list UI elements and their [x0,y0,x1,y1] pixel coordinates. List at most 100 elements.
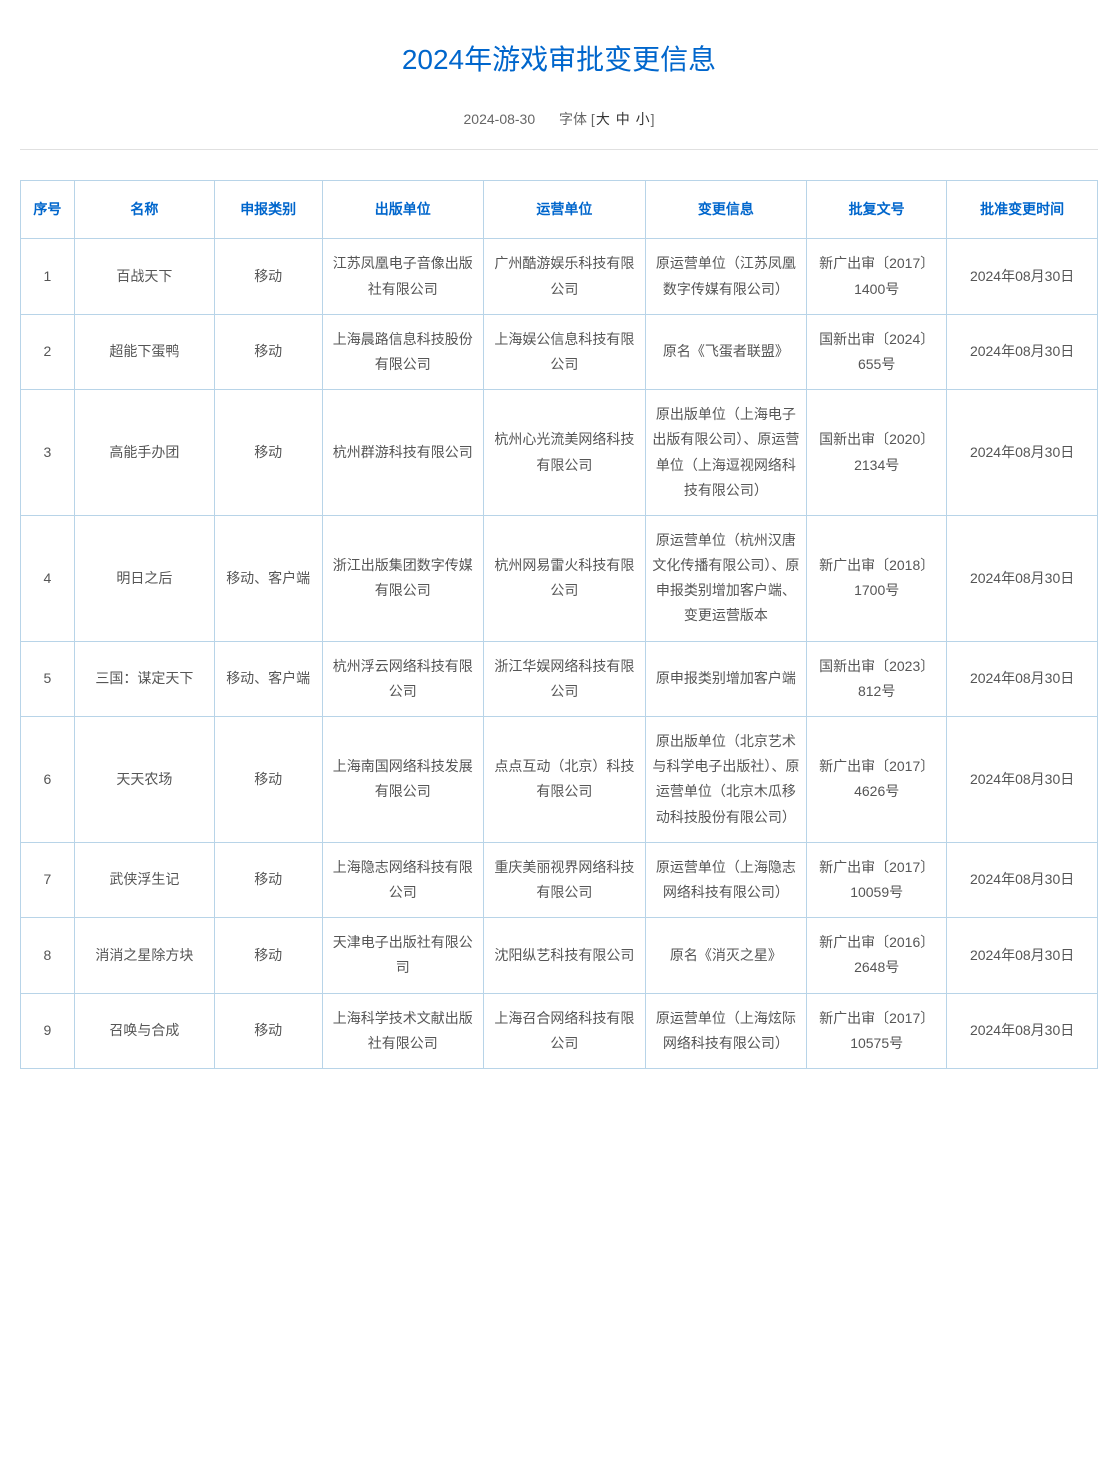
cell-date: 2024年08月30日 [947,515,1098,641]
cell-seq: 1 [21,239,75,314]
page-title: 2024年游戏审批变更信息 [20,20,1098,109]
col-header-seq: 序号 [21,181,75,239]
cell-doc: 新广出审〔2016〕2648号 [807,918,947,993]
cell-operator: 上海娱公信息科技有限公司 [484,314,646,389]
cell-publisher: 杭州群游科技有限公司 [322,390,484,516]
col-header-publisher: 出版单位 [322,181,484,239]
cell-date: 2024年08月30日 [947,314,1098,389]
cell-type: 移动 [214,717,322,843]
cell-change: 原运营单位（上海炫际网络科技有限公司） [645,993,807,1068]
cell-publisher: 杭州浮云网络科技有限公司 [322,641,484,716]
cell-date: 2024年08月30日 [947,717,1098,843]
cell-seq: 8 [21,918,75,993]
cell-doc: 新广出审〔2017〕4626号 [807,717,947,843]
table-row: 7武侠浮生记移动上海隐志网络科技有限公司重庆美丽视界网络科技有限公司原运营单位（… [21,842,1098,917]
cell-doc: 国新出审〔2023〕812号 [807,641,947,716]
cell-change: 原名《消灭之星》 [645,918,807,993]
cell-type: 移动、客户端 [214,515,322,641]
cell-change: 原出版单位（北京艺术与科学电子出版社）、原运营单位（北京木瓜移动科技股份有限公司… [645,717,807,843]
cell-name: 召唤与合成 [74,993,214,1068]
cell-change: 原出版单位（上海电子出版有限公司）、原运营单位（上海逗视网络科技有限公司） [645,390,807,516]
cell-date: 2024年08月30日 [947,842,1098,917]
cell-type: 移动、客户端 [214,641,322,716]
cell-operator: 点点互动（北京）科技有限公司 [484,717,646,843]
cell-date: 2024年08月30日 [947,993,1098,1068]
cell-name: 高能手办团 [74,390,214,516]
cell-operator: 浙江华娱网络科技有限公司 [484,641,646,716]
font-size-label: 字体 [559,111,587,127]
font-bracket-close: ] [651,111,655,127]
col-header-change: 变更信息 [645,181,807,239]
col-header-name: 名称 [74,181,214,239]
cell-publisher: 上海晨路信息科技股份有限公司 [322,314,484,389]
table-row: 1百战天下移动江苏凤凰电子音像出版社有限公司广州酷游娱乐科技有限公司原运营单位（… [21,239,1098,314]
table-row: 4明日之后移动、客户端浙江出版集团数字传媒有限公司杭州网易雷火科技有限公司原运营… [21,515,1098,641]
cell-date: 2024年08月30日 [947,641,1098,716]
table-row: 9召唤与合成移动上海科学技术文献出版社有限公司上海召合网络科技有限公司原运营单位… [21,993,1098,1068]
table-row: 5三国：谋定天下移动、客户端杭州浮云网络科技有限公司浙江华娱网络科技有限公司原申… [21,641,1098,716]
col-header-doc: 批复文号 [807,181,947,239]
cell-publisher: 上海隐志网络科技有限公司 [322,842,484,917]
cell-type: 移动 [214,918,322,993]
cell-change: 原申报类别增加客户端 [645,641,807,716]
table-row: 8消消之星除方块移动天津电子出版社有限公司沈阳纵艺科技有限公司原名《消灭之星》新… [21,918,1098,993]
cell-operator: 广州酷游娱乐科技有限公司 [484,239,646,314]
cell-seq: 7 [21,842,75,917]
font-large-link[interactable]: 大 [596,111,610,127]
font-small-link[interactable]: 小 [636,111,650,127]
cell-operator: 上海召合网络科技有限公司 [484,993,646,1068]
cell-change: 原运营单位（上海隐志网络科技有限公司） [645,842,807,917]
cell-name: 消消之星除方块 [74,918,214,993]
page-container: 2024年游戏审批变更信息 2024-08-30 字体 [大 中 小] 序号 名… [20,20,1098,1069]
table-row: 6天天农场移动上海南国网络科技发展有限公司点点互动（北京）科技有限公司原出版单位… [21,717,1098,843]
cell-name: 明日之后 [74,515,214,641]
font-bracket-open: [ [591,111,595,127]
cell-seq: 5 [21,641,75,716]
table-row: 3高能手办团移动杭州群游科技有限公司杭州心光流美网络科技有限公司原出版单位（上海… [21,390,1098,516]
approval-table: 序号 名称 申报类别 出版单位 运营单位 变更信息 批复文号 批准变更时间 1百… [20,180,1098,1069]
cell-publisher: 上海南国网络科技发展有限公司 [322,717,484,843]
cell-name: 百战天下 [74,239,214,314]
cell-date: 2024年08月30日 [947,918,1098,993]
cell-doc: 新广出审〔2018〕1700号 [807,515,947,641]
col-header-date: 批准变更时间 [947,181,1098,239]
cell-doc: 国新出审〔2024〕655号 [807,314,947,389]
cell-doc: 新广出审〔2017〕10575号 [807,993,947,1068]
cell-name: 武侠浮生记 [74,842,214,917]
cell-change: 原名《飞蛋者联盟》 [645,314,807,389]
cell-operator: 重庆美丽视界网络科技有限公司 [484,842,646,917]
col-header-type: 申报类别 [214,181,322,239]
cell-type: 移动 [214,390,322,516]
cell-date: 2024年08月30日 [947,390,1098,516]
cell-operator: 杭州网易雷火科技有限公司 [484,515,646,641]
cell-date: 2024年08月30日 [947,239,1098,314]
cell-doc: 新广出审〔2017〕1400号 [807,239,947,314]
cell-operator: 杭州心光流美网络科技有限公司 [484,390,646,516]
cell-name: 超能下蛋鸭 [74,314,214,389]
table-header-row: 序号 名称 申报类别 出版单位 运营单位 变更信息 批复文号 批准变更时间 [21,181,1098,239]
cell-operator: 沈阳纵艺科技有限公司 [484,918,646,993]
cell-type: 移动 [214,314,322,389]
cell-change: 原运营单位（江苏凤凰数字传媒有限公司） [645,239,807,314]
cell-doc: 国新出审〔2020〕2134号 [807,390,947,516]
meta-bar: 2024-08-30 字体 [大 中 小] [20,109,1098,150]
cell-seq: 4 [21,515,75,641]
cell-type: 移动 [214,842,322,917]
cell-seq: 6 [21,717,75,843]
table-row: 2超能下蛋鸭移动上海晨路信息科技股份有限公司上海娱公信息科技有限公司原名《飞蛋者… [21,314,1098,389]
cell-name: 天天农场 [74,717,214,843]
cell-change: 原运营单位（杭州汉唐文化传播有限公司）、原申报类别增加客户端、变更运营版本 [645,515,807,641]
font-medium-link[interactable]: 中 [616,111,630,127]
cell-seq: 9 [21,993,75,1068]
col-header-operator: 运营单位 [484,181,646,239]
cell-publisher: 上海科学技术文献出版社有限公司 [322,993,484,1068]
cell-publisher: 天津电子出版社有限公司 [322,918,484,993]
cell-name: 三国：谋定天下 [74,641,214,716]
cell-type: 移动 [214,239,322,314]
cell-publisher: 浙江出版集团数字传媒有限公司 [322,515,484,641]
cell-seq: 2 [21,314,75,389]
publish-date: 2024-08-30 [464,111,536,127]
cell-seq: 3 [21,390,75,516]
cell-type: 移动 [214,993,322,1068]
cell-publisher: 江苏凤凰电子音像出版社有限公司 [322,239,484,314]
